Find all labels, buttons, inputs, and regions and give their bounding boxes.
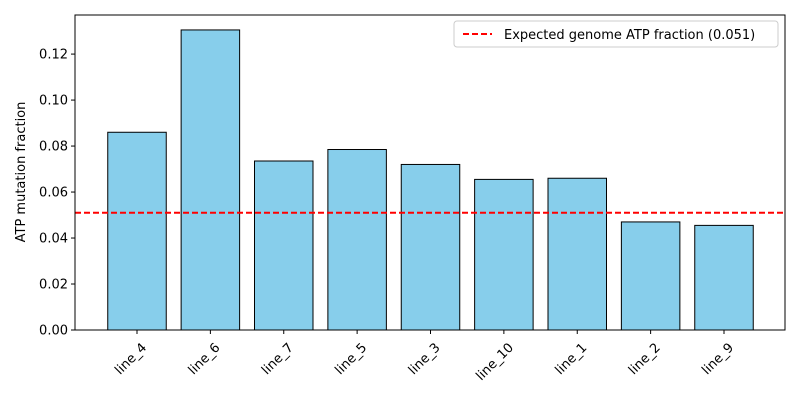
legend: Expected genome ATP fraction (0.051) [453,20,779,48]
legend-entry-label: Expected genome ATP fraction (0.051) [504,28,755,43]
bar-line_3 [400,163,461,331]
x-tick-label-line_1: line_1 [553,340,591,378]
bars-layer [107,29,754,331]
x-tick-label-line_10: line_10 [473,340,516,383]
x-tick-label-line_7: line_7 [259,340,297,378]
y-axis-title: ATP mutation fraction [14,102,29,243]
legend-box [453,20,779,48]
x-tick-label-line_9: line_9 [699,340,737,378]
y-tick-label: 0.06 [39,186,68,201]
y-tick-label: 0.10 [39,94,68,109]
x-axis: line_4 line_6 line_7 line_5 line_3 line_10 lin… [112,330,737,384]
bar-line_9 [694,224,754,331]
y-tick-label: 0.12 [39,48,68,63]
bar-line_6 [180,29,241,331]
bar-line_4 [107,131,167,331]
y-tick-label: 0.00 [39,324,68,339]
bar-line_5 [327,149,387,331]
x-tick-label-line_6: line_6 [186,340,224,378]
x-tick-label-line_2: line_2 [626,340,664,378]
y-tick-label: 0.08 [39,140,68,155]
x-tick-label-line_5: line_5 [333,340,371,378]
bar-line_1 [547,177,607,331]
y-axis: 0.00 0.02 0.04 0.06 0.08 0.10 0.12 [39,48,75,339]
bar-line_2 [620,221,681,331]
bar-line_7 [254,160,314,331]
x-tick-label-line_3: line_3 [406,340,444,378]
y-tick-label: 0.02 [39,278,68,293]
y-tick-label: 0.04 [39,232,68,247]
bar-line_10 [474,178,534,331]
x-tick-label-line_4: line_4 [112,340,150,378]
